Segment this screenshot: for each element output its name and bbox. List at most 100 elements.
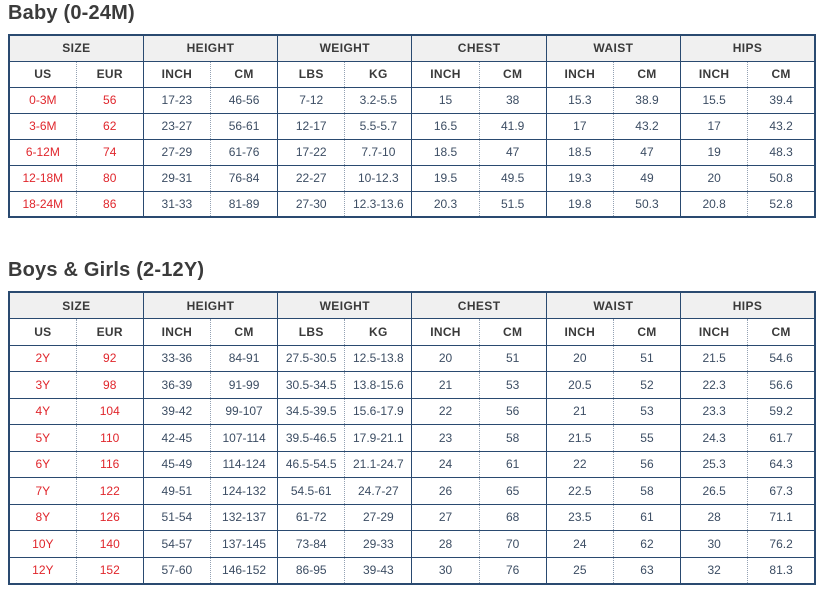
data-cell: 67.3 <box>747 477 815 504</box>
data-cell: 53 <box>478 371 547 398</box>
unit-header-inch: INCH <box>142 318 211 345</box>
data-cell: 61.7 <box>747 424 815 451</box>
data-cell: 52.8 <box>747 190 815 217</box>
data-cell: 51.5 <box>478 190 547 217</box>
size-cell: 116 <box>75 450 144 478</box>
data-cell: 54-57 <box>142 530 211 557</box>
data-cell: 73-84 <box>277 530 345 557</box>
data-cell: 39.4 <box>747 86 815 113</box>
size-cell: 10Y <box>9 530 77 557</box>
data-cell: 28 <box>411 530 480 557</box>
column-group-height: HEIGHT <box>142 291 278 319</box>
data-cell: 47 <box>612 138 681 165</box>
data-cell: 38.9 <box>612 86 681 113</box>
data-cell: 58 <box>612 477 681 504</box>
table-row: 18-24M 86 31-33 81-89 27-30 12.3-13.6 20.3 51.5… <box>9 190 815 217</box>
column-group-size: SIZE <box>9 291 144 319</box>
data-cell: 68 <box>478 503 547 531</box>
data-cell: 59.2 <box>747 397 815 425</box>
unit-header-us: US <box>9 60 77 87</box>
unit-header-row: US EUR INCH CM LBS KG INCH CM INCH CM INCH CM <box>9 318 815 345</box>
data-cell: 56 <box>612 450 681 478</box>
table-row: 7Y 122 49-51 124-132 54.5-61 24.7-27 26 65 22.5 5… <box>9 477 815 504</box>
data-cell: 5.5-5.7 <box>344 112 412 139</box>
data-cell: 10-12.3 <box>344 164 412 191</box>
data-cell: 32 <box>680 556 748 584</box>
data-cell: 42-45 <box>142 424 211 451</box>
size-cell: 0-3M <box>9 86 77 113</box>
data-cell: 15.5 <box>680 86 748 113</box>
unit-header-row: US EUR INCH CM LBS KG INCH CM INCH CM INCH CM <box>9 60 815 87</box>
data-cell: 24 <box>411 450 480 478</box>
data-cell: 62 <box>612 530 681 557</box>
data-cell: 43.2 <box>747 112 815 139</box>
data-cell: 38 <box>478 86 547 113</box>
data-cell: 39.5-46.5 <box>277 424 345 451</box>
data-cell: 21.5 <box>680 344 748 372</box>
data-cell: 76-84 <box>209 164 278 191</box>
data-cell: 54.5-61 <box>277 477 345 504</box>
boys-girls-size-table: SIZE HEIGHT WEIGHT CHEST WAIST HIPS US EUR INCH C… <box>8 291 816 585</box>
data-cell: 58 <box>478 424 547 451</box>
unit-header-us: US <box>9 318 77 345</box>
size-cell: 3Y <box>9 371 77 398</box>
size-cell: 110 <box>75 424 144 451</box>
data-cell: 12.3-13.6 <box>344 190 412 217</box>
data-cell: 52 <box>612 371 681 398</box>
size-cell: 80 <box>75 164 144 191</box>
data-cell: 20 <box>411 344 480 372</box>
data-cell: 30 <box>411 556 480 584</box>
data-cell: 107-114 <box>209 424 278 451</box>
data-cell: 39-43 <box>344 556 412 584</box>
data-cell: 137-145 <box>209 530 278 557</box>
size-cell: 6-12M <box>9 138 77 165</box>
boys-girls-size-section: Boys & Girls (2-12Y) SIZE HEIGHT WEIGHT CHE… <box>8 259 816 585</box>
data-cell: 132-137 <box>209 503 278 531</box>
data-cell: 12-17 <box>277 112 345 139</box>
size-cell: 3-6M <box>9 112 77 139</box>
unit-header-kg: KG <box>344 318 412 345</box>
data-cell: 146-152 <box>209 556 278 584</box>
data-cell: 20.5 <box>545 371 614 398</box>
data-cell: 15 <box>411 86 480 113</box>
size-cell: 122 <box>75 477 144 504</box>
column-group-header-row: SIZE HEIGHT WEIGHT CHEST WAIST HIPS <box>9 34 815 61</box>
unit-header-eur: EUR <box>75 60 144 87</box>
data-cell: 64.3 <box>747 450 815 478</box>
table-row: 2Y 92 33-36 84-91 27.5-30.5 12.5-13.8 20 51 20 51… <box>9 344 815 372</box>
column-group-weight: WEIGHT <box>277 291 412 319</box>
data-cell: 43.2 <box>612 112 681 139</box>
unit-header-cm: CM <box>478 60 547 87</box>
size-cell: 4Y <box>9 397 77 425</box>
data-cell: 34.5-39.5 <box>277 397 345 425</box>
table-row: 3Y 98 36-39 91-99 30.5-34.5 13.8-15.6 21 53 20.5… <box>9 371 815 398</box>
data-cell: 53 <box>612 397 681 425</box>
table-row: 10Y 140 54-57 137-145 73-84 29-33 28 70 24 62 30 76… <box>9 530 815 557</box>
data-cell: 29-31 <box>142 164 211 191</box>
size-cell: 7Y <box>9 477 77 504</box>
data-cell: 25.3 <box>680 450 748 478</box>
column-group-weight: WEIGHT <box>277 34 412 61</box>
unit-header-inch: INCH <box>411 318 480 345</box>
data-cell: 76.2 <box>747 530 815 557</box>
size-cell: 6Y <box>9 450 77 478</box>
data-cell: 23 <box>411 424 480 451</box>
data-cell: 13.8-15.6 <box>344 371 412 398</box>
unit-header-inch: INCH <box>411 60 480 87</box>
data-cell: 86-95 <box>277 556 345 584</box>
data-cell: 63 <box>612 556 681 584</box>
data-cell: 12.5-13.8 <box>344 344 412 372</box>
unit-header-inch: INCH <box>545 318 614 345</box>
data-cell: 61-76 <box>209 138 278 165</box>
data-cell: 23.5 <box>545 503 614 531</box>
data-cell: 17 <box>545 112 614 139</box>
data-cell: 81-89 <box>209 190 278 217</box>
data-cell: 55 <box>612 424 681 451</box>
data-cell: 26.5 <box>680 477 748 504</box>
data-cell: 33-36 <box>142 344 211 372</box>
data-cell: 31-33 <box>142 190 211 217</box>
data-cell: 3.2-5.5 <box>344 86 412 113</box>
unit-header-eur: EUR <box>75 318 144 345</box>
table-row: 6Y 116 45-49 114-124 46.5-54.5 21.1-24.7 24 61 2… <box>9 450 815 478</box>
data-cell: 24 <box>545 530 614 557</box>
